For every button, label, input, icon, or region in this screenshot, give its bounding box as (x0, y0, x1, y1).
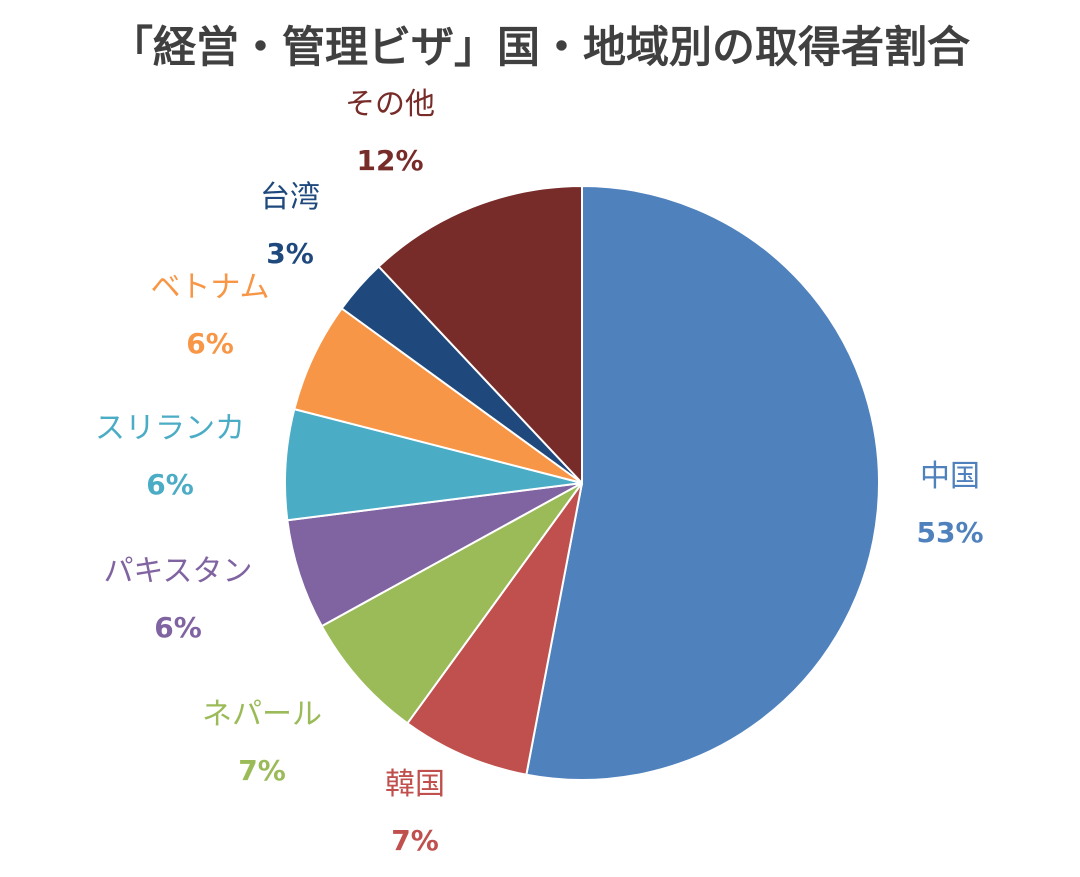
chart-title: 「経営・管理ビザ」国・地域別の取得者割合 (110, 23, 970, 73)
slice-label: 韓国 (385, 767, 445, 802)
slice-label: パキスタン (103, 554, 252, 589)
slice-label: 台湾 (260, 180, 320, 215)
slice-percent-label: 6% (186, 327, 234, 360)
slice-label: スリランカ (95, 411, 245, 446)
slice-percent-label: 7% (238, 754, 286, 787)
slice-percent-label: 3% (266, 237, 314, 270)
pie-slice-8 (377, 184, 583, 486)
slice-percent-label: 6% (146, 468, 194, 501)
slice-label: 中国 (920, 459, 980, 494)
slice-label: その他 (345, 87, 435, 122)
pie-slice-2 (406, 482, 583, 776)
slice-percent-label: 12% (356, 144, 423, 177)
slice-percent-label: 7% (391, 824, 439, 857)
pie-labels: 中国 53% 韓国 7% ネパール 7% パキスタン 6% スリランカ 6% ベトナム 6% 台湾 3% そ… (95, 87, 984, 857)
slice-percent-label: 6% (154, 611, 202, 644)
slice-label: ベトナム (150, 270, 269, 305)
pie-slices (284, 184, 880, 781)
pie-slice-1 (525, 184, 880, 781)
pie-slice-3 (320, 482, 583, 725)
slice-label: ネパール (202, 697, 322, 732)
slice-percent-label: 53% (916, 516, 983, 549)
